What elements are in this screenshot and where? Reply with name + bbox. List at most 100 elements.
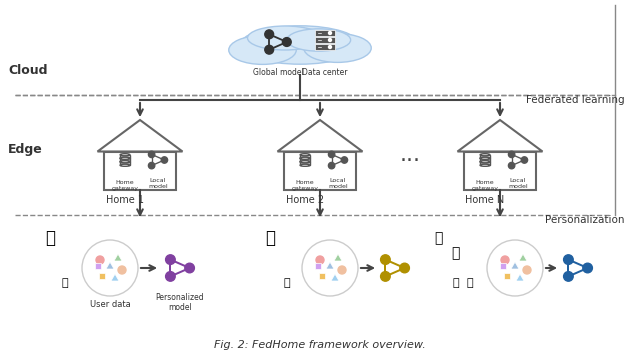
Ellipse shape xyxy=(300,164,310,166)
Circle shape xyxy=(487,240,543,296)
Text: Local
model: Local model xyxy=(328,178,348,189)
Circle shape xyxy=(166,272,175,281)
Ellipse shape xyxy=(300,157,310,159)
Circle shape xyxy=(564,272,573,281)
Polygon shape xyxy=(480,158,490,162)
Polygon shape xyxy=(120,155,130,158)
Text: User data: User data xyxy=(90,300,131,309)
Circle shape xyxy=(328,32,332,34)
Circle shape xyxy=(523,266,531,274)
Ellipse shape xyxy=(240,26,360,64)
Ellipse shape xyxy=(120,157,130,159)
Ellipse shape xyxy=(120,157,130,159)
Polygon shape xyxy=(95,263,101,269)
Text: Cloud: Cloud xyxy=(8,64,47,76)
Text: Home
gateway: Home gateway xyxy=(111,180,138,191)
Ellipse shape xyxy=(248,26,323,50)
Polygon shape xyxy=(319,273,325,279)
Polygon shape xyxy=(511,262,519,269)
Ellipse shape xyxy=(300,154,310,156)
Ellipse shape xyxy=(287,29,351,51)
Circle shape xyxy=(82,240,138,296)
Ellipse shape xyxy=(480,161,490,163)
Ellipse shape xyxy=(228,36,296,64)
Polygon shape xyxy=(500,263,506,269)
Circle shape xyxy=(328,45,332,49)
Text: ...: ... xyxy=(399,145,420,165)
Bar xyxy=(315,44,335,50)
Ellipse shape xyxy=(300,157,310,159)
Circle shape xyxy=(316,256,324,264)
Circle shape xyxy=(185,263,195,273)
Ellipse shape xyxy=(120,164,130,166)
Text: Home N: Home N xyxy=(465,195,504,205)
Circle shape xyxy=(338,266,346,274)
Ellipse shape xyxy=(120,161,130,163)
Text: 👴: 👴 xyxy=(434,231,442,245)
Circle shape xyxy=(501,256,509,264)
Ellipse shape xyxy=(300,161,310,163)
Text: 🧑: 🧑 xyxy=(265,229,275,247)
Text: 📱: 📱 xyxy=(284,278,291,288)
Circle shape xyxy=(400,263,410,273)
Polygon shape xyxy=(315,263,321,269)
Polygon shape xyxy=(114,254,122,261)
Polygon shape xyxy=(480,162,490,165)
Circle shape xyxy=(521,157,527,163)
Circle shape xyxy=(328,162,335,169)
Circle shape xyxy=(302,240,358,296)
Polygon shape xyxy=(120,162,130,165)
Circle shape xyxy=(328,38,332,42)
Text: Edge: Edge xyxy=(8,143,43,157)
Circle shape xyxy=(508,151,515,158)
Circle shape xyxy=(381,272,390,281)
Bar xyxy=(315,30,335,36)
Polygon shape xyxy=(480,155,490,158)
Text: Home
gateway: Home gateway xyxy=(472,180,499,191)
Circle shape xyxy=(282,38,291,47)
Circle shape xyxy=(118,266,126,274)
Polygon shape xyxy=(300,158,310,162)
Ellipse shape xyxy=(120,154,130,156)
Text: Home
gateway: Home gateway xyxy=(291,180,319,191)
Ellipse shape xyxy=(480,154,490,156)
Polygon shape xyxy=(326,262,334,269)
Circle shape xyxy=(583,263,593,273)
Polygon shape xyxy=(120,158,130,162)
Polygon shape xyxy=(300,155,310,158)
Polygon shape xyxy=(504,273,510,279)
Text: 👶: 👶 xyxy=(45,229,55,247)
Circle shape xyxy=(328,151,335,158)
Bar xyxy=(315,37,335,43)
Circle shape xyxy=(341,157,348,163)
Circle shape xyxy=(265,45,274,54)
Text: Personalized
model: Personalized model xyxy=(156,293,204,312)
Circle shape xyxy=(148,151,155,158)
Polygon shape xyxy=(334,254,342,261)
Polygon shape xyxy=(516,274,524,281)
Text: Global model: Global model xyxy=(253,68,303,77)
Ellipse shape xyxy=(120,161,130,163)
Text: 📱: 📱 xyxy=(61,278,68,288)
Circle shape xyxy=(148,162,155,169)
Ellipse shape xyxy=(300,161,310,163)
Polygon shape xyxy=(519,254,527,261)
Text: 📱: 📱 xyxy=(467,278,474,288)
Circle shape xyxy=(381,255,390,264)
Ellipse shape xyxy=(480,164,490,166)
Circle shape xyxy=(161,157,168,163)
Text: Home 2: Home 2 xyxy=(286,195,324,205)
Text: 📱: 📱 xyxy=(452,278,460,288)
Circle shape xyxy=(96,256,104,264)
Text: Personalization: Personalization xyxy=(545,215,625,225)
Circle shape xyxy=(166,255,175,264)
Polygon shape xyxy=(300,162,310,165)
Text: Data center: Data center xyxy=(302,68,348,77)
Ellipse shape xyxy=(304,34,371,62)
Polygon shape xyxy=(331,274,339,281)
Ellipse shape xyxy=(480,157,490,159)
Text: 👵: 👵 xyxy=(451,246,459,260)
Circle shape xyxy=(265,30,274,39)
Text: Local
model: Local model xyxy=(148,178,168,189)
Polygon shape xyxy=(111,274,119,281)
